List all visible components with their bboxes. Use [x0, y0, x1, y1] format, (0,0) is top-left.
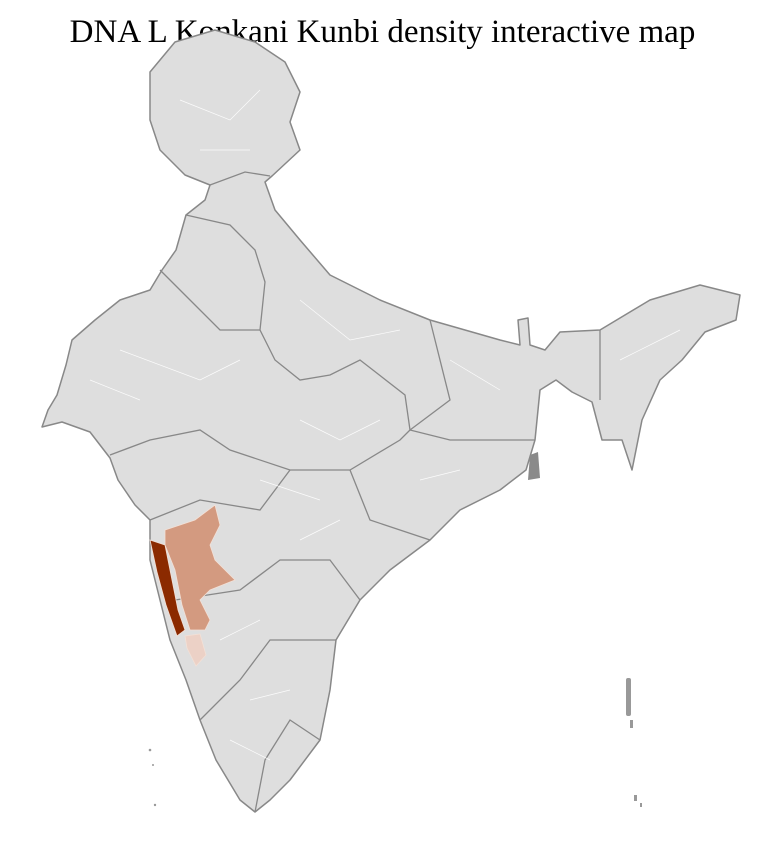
- region-high-density[interactable]: [149, 539, 186, 637]
- india-outline[interactable]: [41, 29, 741, 813]
- state-borders: [109, 171, 601, 813]
- lakshadweep-islands: [148, 748, 157, 807]
- andaman-islands: [626, 678, 642, 807]
- region-low-density[interactable]: [184, 633, 207, 667]
- district-borders: [89, 89, 681, 761]
- tripura-region: [528, 452, 540, 480]
- region-medium-density[interactable]: [164, 504, 236, 631]
